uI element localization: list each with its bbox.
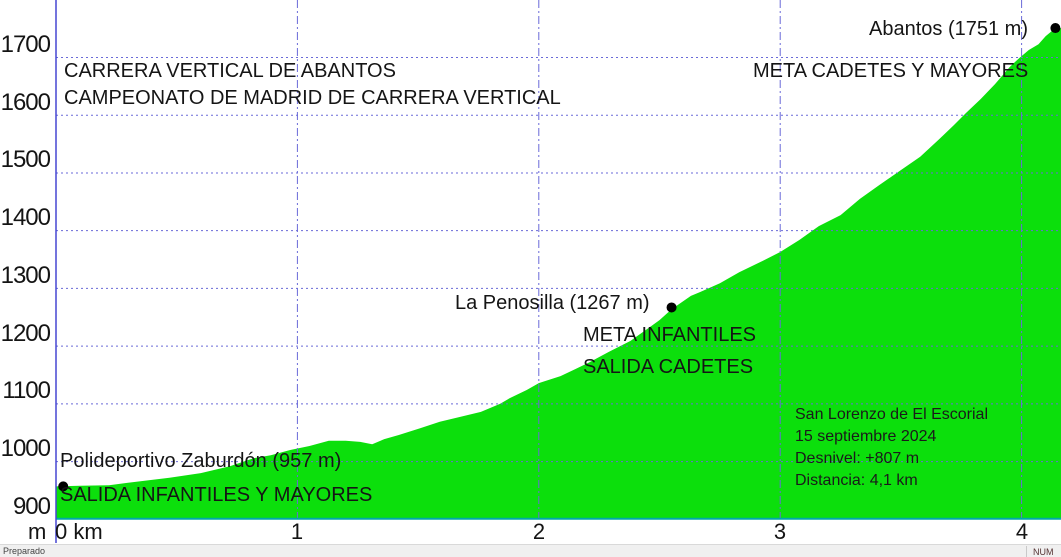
x-tick-3: 3	[773, 519, 787, 544]
waypoint-label-abantos: Abantos (1751 m)	[869, 18, 1028, 40]
y-axis-unit-label: m	[28, 519, 47, 544]
elevation-area	[56, 28, 1061, 519]
x-tick-2: 2	[532, 519, 546, 544]
status-bar: Preparado NUM	[0, 544, 1061, 557]
race-info-distance: Distancia: 4,1 km	[795, 472, 918, 489]
waypoint-marker	[58, 481, 69, 492]
x-origin-label: 0 km	[55, 519, 103, 544]
chart-subtitle: CAMPEONATO DE MADRID DE CARRERA VERTICAL	[64, 87, 561, 109]
waypoint-note-salida-infantiles-y-mayores: SALIDA INFANTILES Y MAYORES	[60, 484, 373, 506]
race-info-location: San Lorenzo de El Escorial	[795, 406, 988, 423]
y-tick-1300: 1300	[0, 262, 51, 289]
waypoint-note-meta-infantiles: META INFANTILES	[583, 324, 756, 346]
x-tick-1: 1	[290, 519, 304, 544]
y-tick-900: 900	[12, 493, 51, 520]
y-tick-1600: 1600	[0, 89, 51, 116]
waypoint-marker	[666, 302, 677, 313]
status-text: Preparado	[3, 546, 46, 556]
y-tick-1000: 1000	[0, 435, 51, 462]
waypoint-label-polideportivo-zaburdon: Polideportivo Zaburdón (957 m)	[60, 450, 342, 472]
waypoint-note-salida-cadetes: SALIDA CADETES	[583, 356, 754, 378]
chart-title: CARRERA VERTICAL DE ABANTOS	[64, 60, 396, 82]
waypoint-note-meta-cadetes-y-mayores: META CADETES Y MAYORES	[753, 60, 1029, 82]
waypoint-marker	[1050, 23, 1061, 34]
waypoint-label-la-penosilla: La Penosilla (1267 m)	[455, 292, 650, 314]
y-tick-1200: 1200	[0, 320, 51, 347]
y-tick-1400: 1400	[0, 204, 51, 231]
x-tick-4: 4	[1015, 519, 1029, 544]
race-info-box: San Lorenzo de El Escorial 15 septiembre…	[795, 404, 988, 492]
y-tick-1700: 1700	[0, 31, 51, 58]
y-tick-1100: 1100	[2, 377, 51, 404]
race-info-elevation-gain: Desnivel: +807 m	[795, 450, 920, 467]
race-info-date: 15 septiembre 2024	[795, 428, 937, 445]
y-tick-1500: 1500	[0, 146, 51, 173]
numlock-indicator: NUM	[1026, 546, 1061, 557]
